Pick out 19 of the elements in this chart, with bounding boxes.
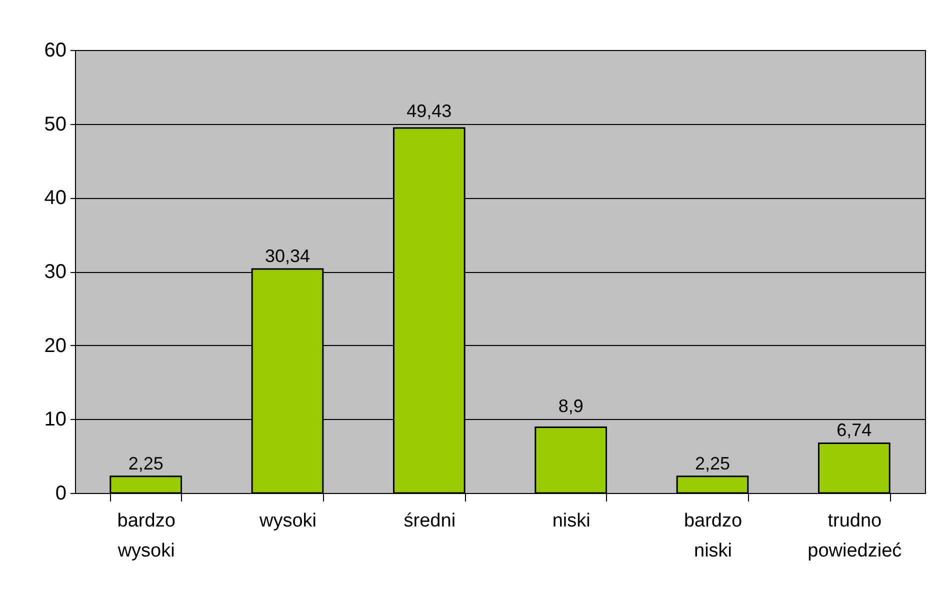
y-tick-label: 20 <box>44 334 66 357</box>
x-tick-label: średni <box>404 510 456 532</box>
y-tick-label: 60 <box>44 40 66 62</box>
y-tick-label: 40 <box>44 187 66 210</box>
data-label: 2,25 <box>694 453 730 474</box>
x-tick-label: niski <box>552 510 590 532</box>
y-tick-label: 10 <box>44 408 66 431</box>
y-tick-label: 30 <box>44 261 66 283</box>
y-tick-label: 0 <box>55 482 66 504</box>
x-tick-label: trudno powiedzieć <box>808 510 902 562</box>
data-label: 2,25 <box>128 453 164 474</box>
y-tick-label: 50 <box>44 113 66 136</box>
x-tick-label: wysoki <box>258 510 317 532</box>
x-tick-label: bardzo niski <box>684 510 742 562</box>
x-tick-label: bardzo wysoki <box>116 510 176 562</box>
data-label: 49,43 <box>406 100 452 121</box>
data-label: 8,9 <box>558 396 584 416</box>
data-label: 6,74 <box>836 420 872 440</box>
data-label: 30,34 <box>264 246 310 266</box>
